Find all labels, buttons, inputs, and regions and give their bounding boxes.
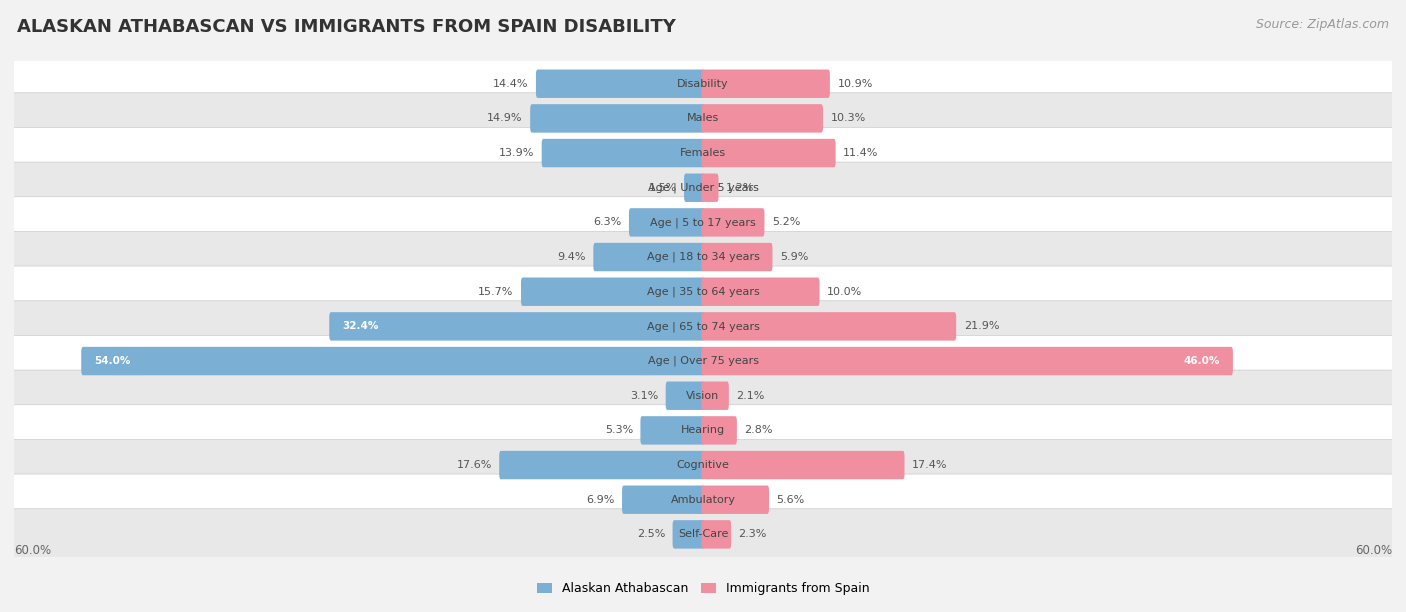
Text: Self-Care: Self-Care [678, 529, 728, 539]
Text: Age | Under 5 years: Age | Under 5 years [648, 182, 758, 193]
Text: 10.0%: 10.0% [827, 287, 862, 297]
FancyBboxPatch shape [11, 266, 1395, 318]
Text: 2.3%: 2.3% [738, 529, 766, 539]
FancyBboxPatch shape [11, 405, 1395, 456]
FancyBboxPatch shape [530, 104, 704, 133]
FancyBboxPatch shape [702, 520, 731, 548]
Text: 60.0%: 60.0% [14, 544, 51, 557]
Text: 2.8%: 2.8% [744, 425, 773, 435]
Text: 1.5%: 1.5% [648, 183, 676, 193]
FancyBboxPatch shape [640, 416, 704, 444]
Text: 2.5%: 2.5% [637, 529, 665, 539]
FancyBboxPatch shape [702, 451, 904, 479]
Text: 5.3%: 5.3% [605, 425, 633, 435]
FancyBboxPatch shape [628, 208, 704, 237]
FancyBboxPatch shape [11, 439, 1395, 491]
Text: 14.9%: 14.9% [488, 113, 523, 124]
Text: 2.1%: 2.1% [737, 390, 765, 401]
FancyBboxPatch shape [499, 451, 704, 479]
FancyBboxPatch shape [11, 162, 1395, 214]
Text: 21.9%: 21.9% [963, 321, 1000, 331]
FancyBboxPatch shape [621, 485, 704, 514]
FancyBboxPatch shape [702, 347, 1233, 375]
FancyBboxPatch shape [536, 70, 704, 98]
FancyBboxPatch shape [702, 277, 820, 306]
FancyBboxPatch shape [329, 312, 704, 341]
Text: 46.0%: 46.0% [1184, 356, 1219, 366]
FancyBboxPatch shape [522, 277, 704, 306]
FancyBboxPatch shape [702, 174, 718, 202]
Text: Disability: Disability [678, 79, 728, 89]
Text: 6.9%: 6.9% [586, 494, 614, 505]
Text: 5.9%: 5.9% [780, 252, 808, 262]
FancyBboxPatch shape [11, 231, 1395, 283]
FancyBboxPatch shape [541, 139, 704, 167]
FancyBboxPatch shape [11, 509, 1395, 560]
Text: 14.4%: 14.4% [494, 79, 529, 89]
Text: 6.3%: 6.3% [593, 217, 621, 228]
FancyBboxPatch shape [11, 93, 1395, 144]
FancyBboxPatch shape [11, 370, 1395, 422]
Text: 10.3%: 10.3% [831, 113, 866, 124]
Text: 10.9%: 10.9% [838, 79, 873, 89]
FancyBboxPatch shape [11, 300, 1395, 352]
FancyBboxPatch shape [702, 104, 823, 133]
FancyBboxPatch shape [665, 381, 704, 410]
FancyBboxPatch shape [702, 485, 769, 514]
Text: 5.6%: 5.6% [776, 494, 804, 505]
Text: Age | 18 to 34 years: Age | 18 to 34 years [647, 252, 759, 263]
FancyBboxPatch shape [702, 208, 765, 237]
Text: Females: Females [681, 148, 725, 158]
Text: 15.7%: 15.7% [478, 287, 513, 297]
Text: 11.4%: 11.4% [844, 148, 879, 158]
FancyBboxPatch shape [702, 312, 956, 341]
Text: 54.0%: 54.0% [94, 356, 131, 366]
Text: 1.2%: 1.2% [725, 183, 755, 193]
FancyBboxPatch shape [702, 70, 830, 98]
Text: 5.2%: 5.2% [772, 217, 800, 228]
Text: Age | 35 to 64 years: Age | 35 to 64 years [647, 286, 759, 297]
FancyBboxPatch shape [11, 196, 1395, 248]
Text: Ambulatory: Ambulatory [671, 494, 735, 505]
FancyBboxPatch shape [593, 243, 704, 271]
FancyBboxPatch shape [11, 474, 1395, 525]
Text: 60.0%: 60.0% [1355, 544, 1392, 557]
Text: Males: Males [688, 113, 718, 124]
Text: 17.4%: 17.4% [912, 460, 948, 470]
Text: Source: ZipAtlas.com: Source: ZipAtlas.com [1256, 18, 1389, 31]
Text: Hearing: Hearing [681, 425, 725, 435]
FancyBboxPatch shape [82, 347, 704, 375]
FancyBboxPatch shape [11, 127, 1395, 179]
FancyBboxPatch shape [702, 381, 728, 410]
FancyBboxPatch shape [685, 174, 704, 202]
Text: 9.4%: 9.4% [557, 252, 586, 262]
Text: Age | 5 to 17 years: Age | 5 to 17 years [650, 217, 756, 228]
FancyBboxPatch shape [11, 335, 1395, 387]
Text: Age | Over 75 years: Age | Over 75 years [648, 356, 758, 367]
Text: 3.1%: 3.1% [630, 390, 658, 401]
FancyBboxPatch shape [702, 416, 737, 444]
FancyBboxPatch shape [672, 520, 704, 548]
FancyBboxPatch shape [11, 58, 1395, 110]
Text: Cognitive: Cognitive [676, 460, 730, 470]
Text: Age | 65 to 74 years: Age | 65 to 74 years [647, 321, 759, 332]
Text: Vision: Vision [686, 390, 720, 401]
Text: 13.9%: 13.9% [499, 148, 534, 158]
Legend: Alaskan Athabascan, Immigrants from Spain: Alaskan Athabascan, Immigrants from Spai… [537, 582, 869, 595]
Text: 32.4%: 32.4% [343, 321, 378, 331]
FancyBboxPatch shape [702, 243, 772, 271]
FancyBboxPatch shape [702, 139, 835, 167]
Text: ALASKAN ATHABASCAN VS IMMIGRANTS FROM SPAIN DISABILITY: ALASKAN ATHABASCAN VS IMMIGRANTS FROM SP… [17, 18, 676, 36]
Text: 17.6%: 17.6% [457, 460, 492, 470]
